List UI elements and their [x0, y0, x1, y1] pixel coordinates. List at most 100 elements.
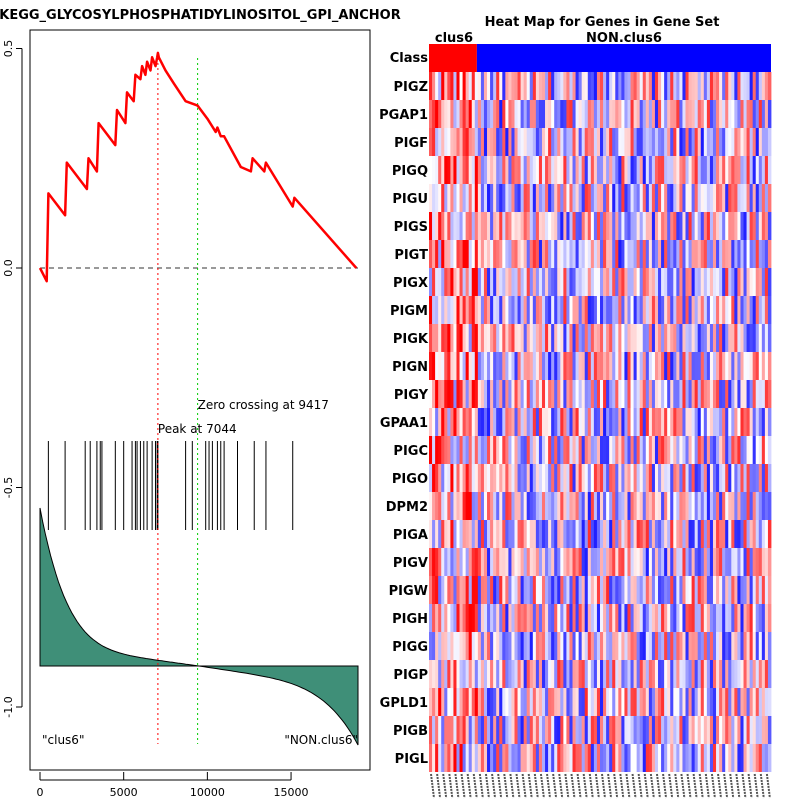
heatmap-cell — [606, 688, 610, 716]
heatmap-cell — [505, 464, 509, 492]
heatmap-cell — [538, 324, 543, 352]
heatmap-cell — [584, 604, 589, 632]
heatmap-cell — [517, 408, 521, 436]
heatmap-cell — [432, 324, 436, 352]
heatmap-cell — [743, 660, 747, 688]
x-tick-label-1: 5000 — [110, 786, 138, 799]
heatmap-cell — [700, 604, 705, 632]
heatmap-cell — [761, 72, 766, 100]
heatmap-cell — [474, 408, 479, 436]
heatmap-cell — [600, 464, 604, 492]
gene-label-pigf: PIGF — [394, 136, 428, 151]
heatmap-cell — [722, 688, 726, 716]
heatmap-cell — [615, 324, 619, 352]
heatmap-cell — [703, 688, 708, 716]
heatmap-cell — [541, 492, 546, 520]
heatmap-cell — [441, 548, 445, 576]
heatmap-cell — [471, 184, 476, 212]
heatmap-cell — [740, 352, 744, 380]
heatmap-cell — [557, 408, 561, 436]
heatmap-cell — [517, 128, 521, 156]
heatmap-row-pigg — [429, 632, 772, 660]
sample-label-mark — [442, 773, 448, 799]
heatmap-cell — [557, 660, 561, 688]
heatmap-cell — [526, 296, 531, 324]
heatmap-cell — [496, 240, 500, 268]
heatmap-cell — [755, 212, 760, 240]
heatmap-cell — [737, 408, 741, 436]
heatmap-cell — [563, 268, 567, 296]
heatmap-cell — [508, 380, 512, 408]
heatmap-cell — [667, 744, 671, 772]
heatmap-cell — [728, 72, 732, 100]
heatmap-cell — [679, 716, 683, 744]
heatmap-cell — [447, 128, 451, 156]
heatmap-cell — [523, 352, 528, 380]
heatmap-cell — [581, 324, 586, 352]
heatmap-cell — [722, 520, 726, 548]
gene-label-pigh: PIGH — [392, 612, 428, 627]
heatmap-cell — [447, 268, 451, 296]
heatmap-cell — [465, 548, 470, 576]
heatmap-cell — [694, 436, 699, 464]
heatmap-cell — [493, 212, 497, 240]
heatmap-cell — [459, 464, 463, 492]
heatmap-cell — [685, 212, 689, 240]
sample-label-mark — [478, 773, 484, 799]
heatmap-cell — [703, 184, 708, 212]
gene-label-pgap1: PGAP1 — [379, 108, 428, 123]
heatmap-cell — [670, 716, 674, 744]
heatmap-cell — [572, 604, 576, 632]
heatmap-cell — [493, 184, 497, 212]
heatmap-cell — [642, 156, 647, 184]
heatmap-cell — [554, 268, 558, 296]
heatmap-cell — [630, 128, 634, 156]
heatmap-cell — [560, 604, 564, 632]
heatmap-cell — [541, 380, 546, 408]
heatmap-cell — [545, 100, 549, 128]
heatmap-cell — [465, 240, 470, 268]
heatmap-cell — [682, 632, 686, 660]
heatmap-cell — [615, 240, 619, 268]
heatmap-cell — [627, 128, 631, 156]
heatmap-cell — [764, 324, 769, 352]
heatmap-cell — [639, 352, 644, 380]
heatmap-cell — [624, 184, 628, 212]
heatmap-cell — [694, 352, 699, 380]
heatmap-cell — [429, 492, 433, 520]
heatmap-cell — [587, 128, 592, 156]
heatmap-cell — [734, 520, 738, 548]
heatmap-cell — [490, 296, 494, 324]
heatmap-cell — [746, 352, 751, 380]
heatmap-cell — [712, 380, 717, 408]
heatmap-cell — [697, 100, 702, 128]
heatmap-cell — [639, 604, 644, 632]
heatmap-cell — [651, 268, 656, 296]
heatmap-cell — [651, 492, 656, 520]
heatmap-cell — [709, 268, 714, 296]
heatmap-cell — [654, 72, 659, 100]
heatmap-cell — [709, 660, 714, 688]
heatmap-cell — [621, 716, 625, 744]
heatmap-cell — [487, 660, 491, 688]
heatmap-cell — [667, 380, 671, 408]
heatmap-cell — [658, 296, 662, 324]
heatmap-cell — [459, 72, 463, 100]
heatmap-cell — [676, 184, 680, 212]
heatmap-cell — [639, 688, 644, 716]
heatmap-cell — [468, 604, 473, 632]
heatmap-cell — [682, 744, 686, 772]
heatmap-cell — [688, 492, 692, 520]
heatmap-cell — [725, 436, 729, 464]
heatmap-cell — [743, 716, 747, 744]
heatmap-cell — [673, 408, 677, 436]
heatmap-cell — [676, 464, 680, 492]
heatmap-cell — [441, 156, 445, 184]
class-bar-non-clus6 — [476, 44, 771, 72]
heatmap-cell — [645, 128, 650, 156]
heatmap-cell — [676, 268, 680, 296]
heatmap-cell — [465, 408, 470, 436]
heatmap-cell — [514, 548, 518, 576]
heatmap-cell — [764, 72, 769, 100]
heatmap-cell — [596, 660, 601, 688]
